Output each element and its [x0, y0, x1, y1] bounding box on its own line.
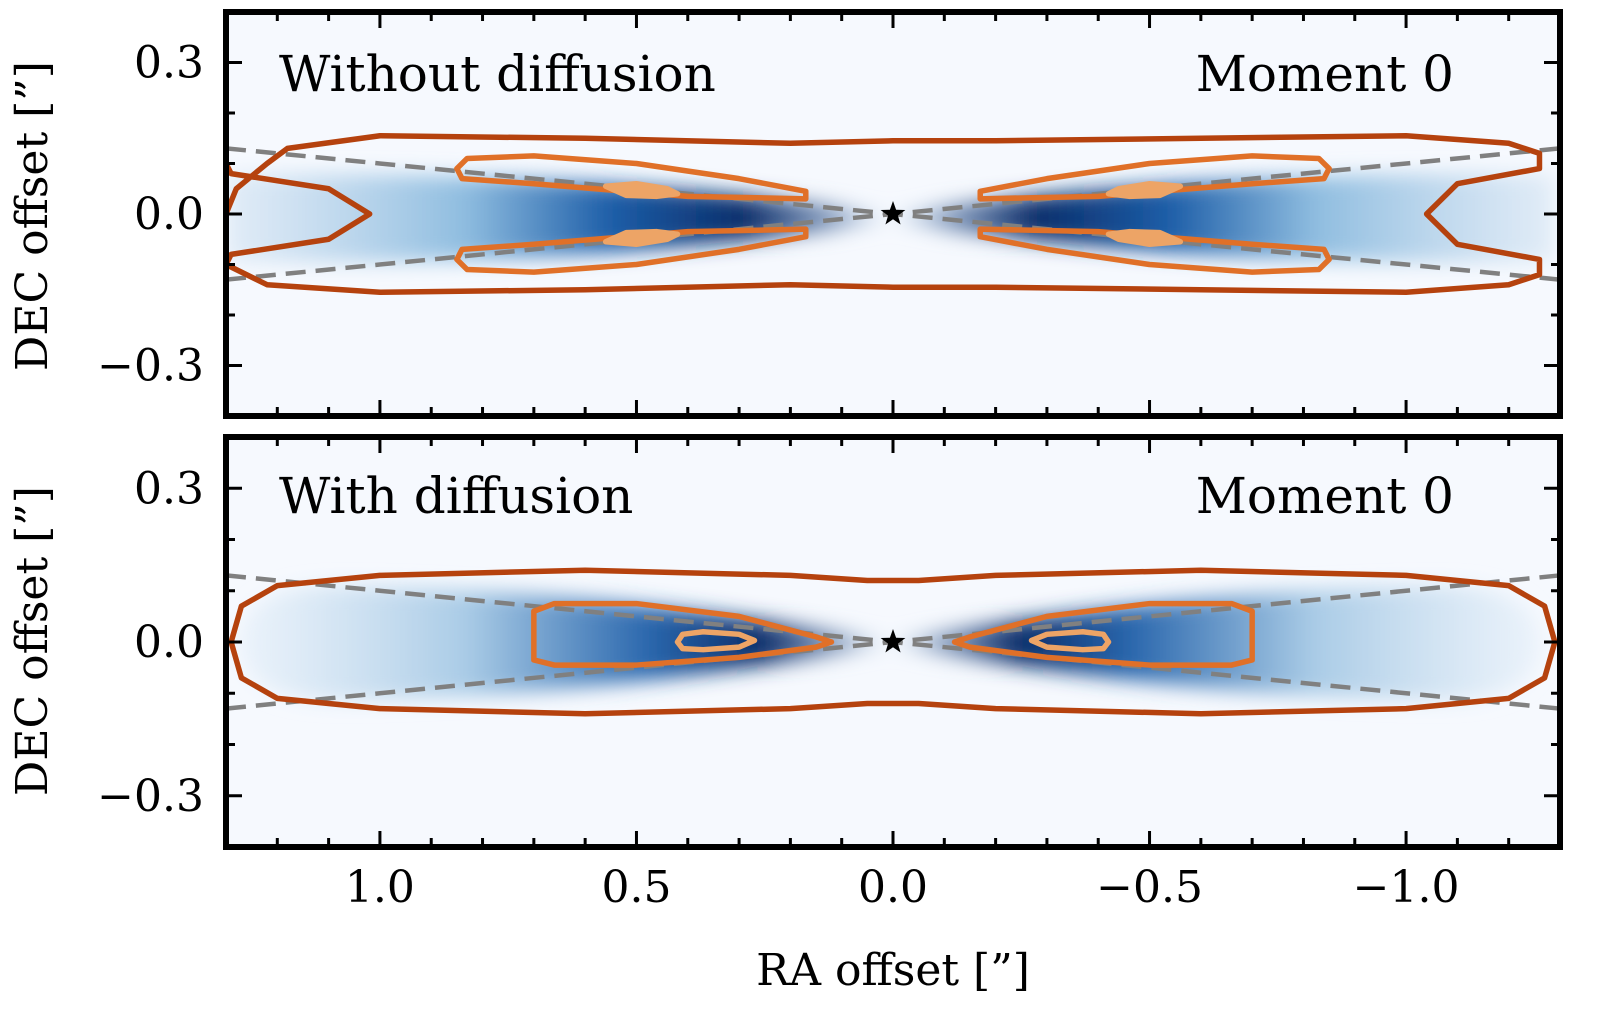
x-tick-label: 0.0 [858, 862, 928, 913]
y-axis-label-top: DEC offset [”] [7, 61, 58, 371]
contour-middle-east [531, 600, 835, 668]
contour-inner-west-north [1105, 180, 1184, 200]
x-tick-label: −0.5 [1096, 862, 1203, 913]
y-tick-label: −0.3 [97, 341, 204, 392]
moment-label-top: Moment 0 [1196, 45, 1454, 103]
x-axis-label: RA offset [”] [756, 945, 1030, 996]
contour-middle-east-south [454, 226, 809, 275]
y-tick-label: 0.3 [134, 463, 204, 514]
y-tick-label: −0.3 [97, 771, 204, 822]
panel-without-diffusion: 0.3 0.0 −0.3 Without diffusion Moment 0 [97, 9, 1563, 419]
intensity-map-top [226, 132, 1560, 296]
contour-middle-east-north [454, 153, 809, 202]
contour-middle-west [951, 600, 1255, 668]
contour-outer [226, 132, 1543, 296]
x-tick-label: −1.0 [1353, 862, 1460, 913]
contour-inner-west-south [1105, 228, 1184, 248]
emission-left-bottom [240, 586, 890, 700]
panel-label-top: Without diffusion [279, 45, 716, 103]
moment-label-bottom: Moment 0 [1196, 467, 1454, 525]
x-tick-label: 1.0 [345, 862, 415, 913]
contour-inner-east-south [602, 228, 681, 248]
star-marker [880, 201, 906, 225]
panel-with-diffusion: 0.3 0.0 −0.3 1.0 0.5 0.0 −0.5 −1.0 With diffusi… [97, 434, 1563, 913]
y-axis-label-bottom: DEC offset [”] [7, 486, 58, 796]
frame-bottom [223, 434, 1563, 850]
x-tick-label: 0.5 [601, 862, 671, 913]
y-tick-label: 0.0 [134, 617, 204, 668]
y-tick-label: 0.3 [134, 38, 204, 89]
contour-middle-west-north [977, 153, 1332, 202]
star-marker [880, 629, 906, 653]
contour-middle-west-south [977, 226, 1332, 275]
emission-right-bottom [890, 586, 1540, 700]
contour-inner-east-north [602, 180, 681, 200]
contour-inner-east [674, 629, 758, 653]
panel-label-bottom: With diffusion [279, 467, 633, 525]
frame-top [223, 9, 1563, 419]
contour-inner-west [1028, 629, 1112, 653]
y-tick-label: 0.0 [134, 189, 204, 240]
intensity-map-bottom [226, 567, 1560, 717]
